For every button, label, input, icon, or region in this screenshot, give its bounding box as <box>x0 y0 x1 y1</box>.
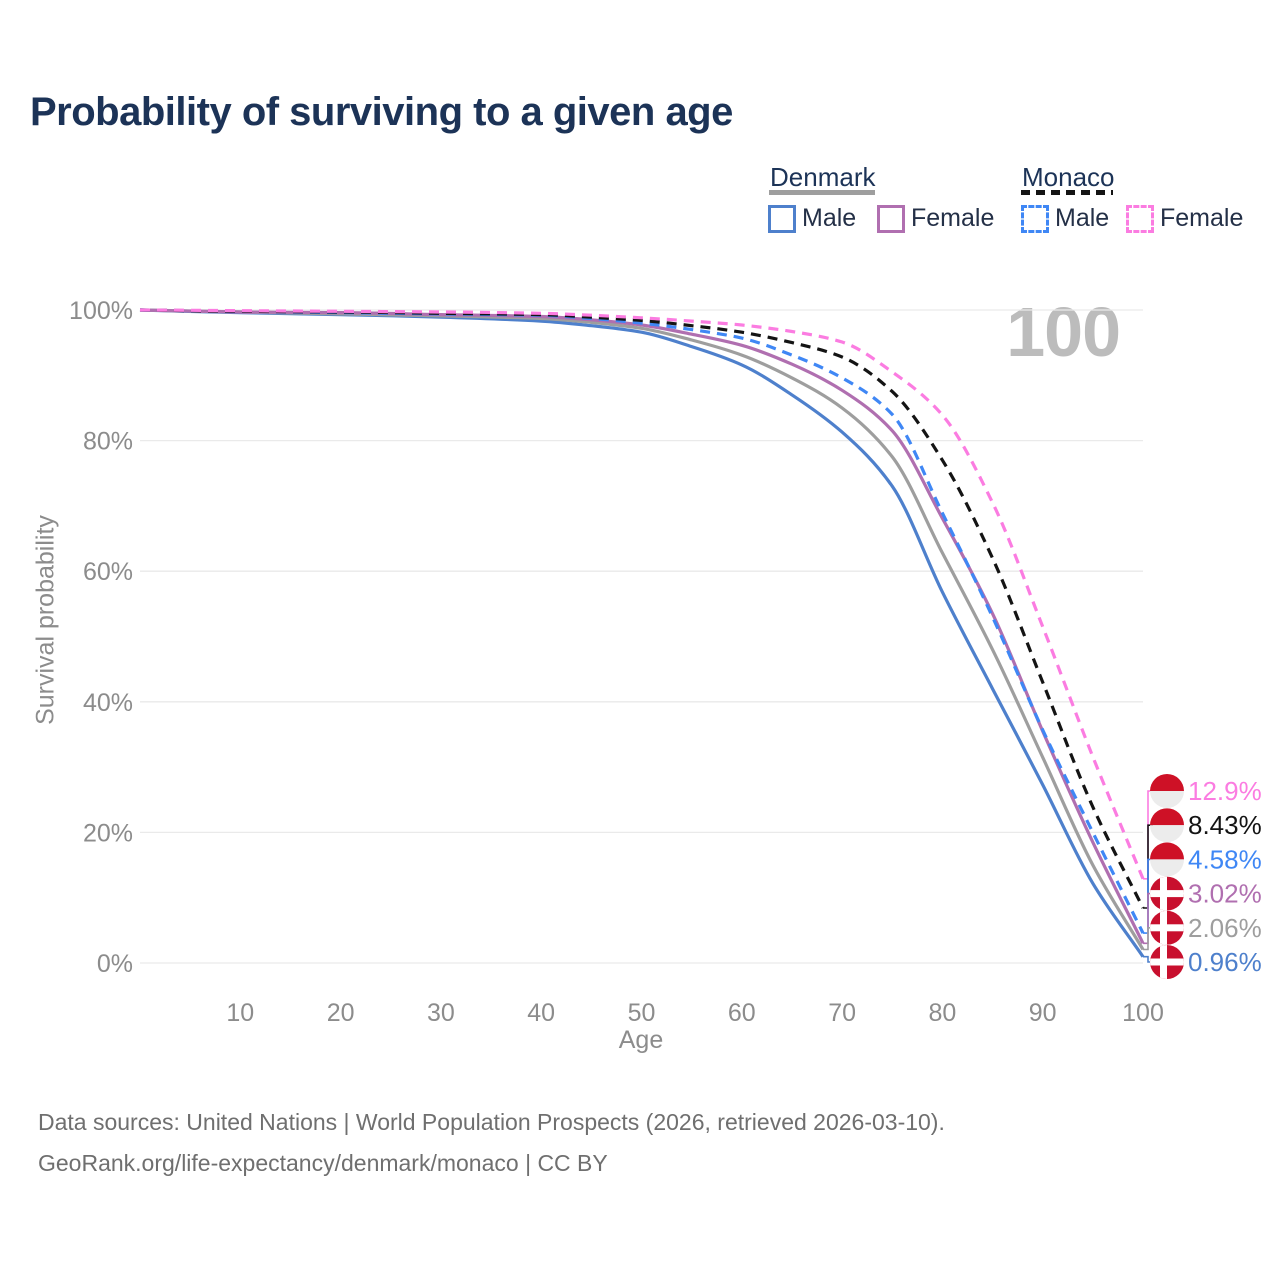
denmark-female-swatch-icon <box>877 204 905 233</box>
flag-denmark-icon <box>1150 876 1184 911</box>
survival-curve-denmark-both[interactable] <box>139 308 1145 951</box>
legend-item-denmark-male[interactable]: Male <box>768 204 856 233</box>
y-tick-label: 100% <box>69 297 133 325</box>
monaco-line-style-swatch <box>1021 190 1113 195</box>
x-tick-label: 80 <box>928 999 956 1027</box>
x-tick-label: 100 <box>1122 999 1164 1027</box>
legend-group-denmark: Denmark <box>770 162 876 192</box>
end-value-label-denmark-both: 2.06% <box>1188 913 1262 943</box>
end-value-label-denmark-male: 0.96% <box>1188 947 1262 977</box>
monaco-female-swatch-icon <box>1126 204 1154 233</box>
flag-monaco-icon <box>1150 842 1184 877</box>
y-tick-label: 60% <box>83 558 133 586</box>
x-tick-label: 50 <box>628 999 656 1027</box>
age-watermark: 100 <box>1006 293 1121 371</box>
y-tick-label: 0% <box>97 950 133 978</box>
survival-curve-monaco-both[interactable] <box>139 308 1145 909</box>
x-tick-label: 90 <box>1029 999 1057 1027</box>
monaco-male-swatch-icon <box>1021 204 1049 233</box>
y-tick-label: 40% <box>83 689 133 717</box>
legend-group-monaco: Monaco <box>1022 162 1115 192</box>
legend-item-denmark-female[interactable]: Female <box>877 204 994 233</box>
x-tick-label: 30 <box>427 999 455 1027</box>
end-value-label-monaco-male: 4.58% <box>1188 844 1262 874</box>
x-tick-label: 60 <box>728 999 756 1027</box>
survival-curve-monaco-female[interactable] <box>139 308 1145 880</box>
denmark-male-swatch-icon <box>768 204 796 233</box>
flag-denmark-icon <box>1150 910 1184 945</box>
end-value-label-monaco-both: 8.43% <box>1188 810 1262 840</box>
survival-curve-monaco-male[interactable] <box>139 308 1145 934</box>
legend-item-label: Male <box>802 204 857 232</box>
survival-curve-denmark-female[interactable] <box>139 308 1145 945</box>
legend-item-monaco-female[interactable]: Female <box>1126 204 1243 233</box>
survival-curve-denmark-male[interactable] <box>139 308 1145 958</box>
x-tick-label: 20 <box>327 999 355 1027</box>
end-value-label-denmark-female: 3.02% <box>1188 879 1262 909</box>
x-tick-label: 70 <box>828 999 856 1027</box>
y-tick-label: 20% <box>83 819 133 847</box>
legend-item-label: Female <box>1160 204 1244 232</box>
footer: Data sources: United Nations | World Pop… <box>38 1102 945 1184</box>
legend-item-monaco-male[interactable]: Male <box>1021 204 1109 233</box>
end-value-label-monaco-female: 12.9% <box>1188 776 1262 806</box>
y-axis-title: Survival probability <box>31 515 60 725</box>
flag-monaco-icon <box>1150 774 1184 808</box>
page-title: Probability of surviving to a given age <box>30 90 733 134</box>
footer-attribution-line: GeoRank.org/life-expectancy/denmark/mona… <box>38 1150 608 1176</box>
x-tick-label: 40 <box>527 999 555 1027</box>
flag-monaco-icon <box>1150 808 1184 843</box>
x-axis-title: Age <box>618 1026 664 1054</box>
legend-item-label: Male <box>1055 204 1110 232</box>
x-tick-label: 10 <box>226 999 254 1027</box>
footer-sources-line: Data sources: United Nations | World Pop… <box>38 1109 945 1135</box>
flag-denmark-icon <box>1150 945 1184 979</box>
y-tick-label: 80% <box>83 428 133 456</box>
denmark-line-style-swatch <box>769 190 875 195</box>
legend-item-label: Female <box>911 204 995 232</box>
